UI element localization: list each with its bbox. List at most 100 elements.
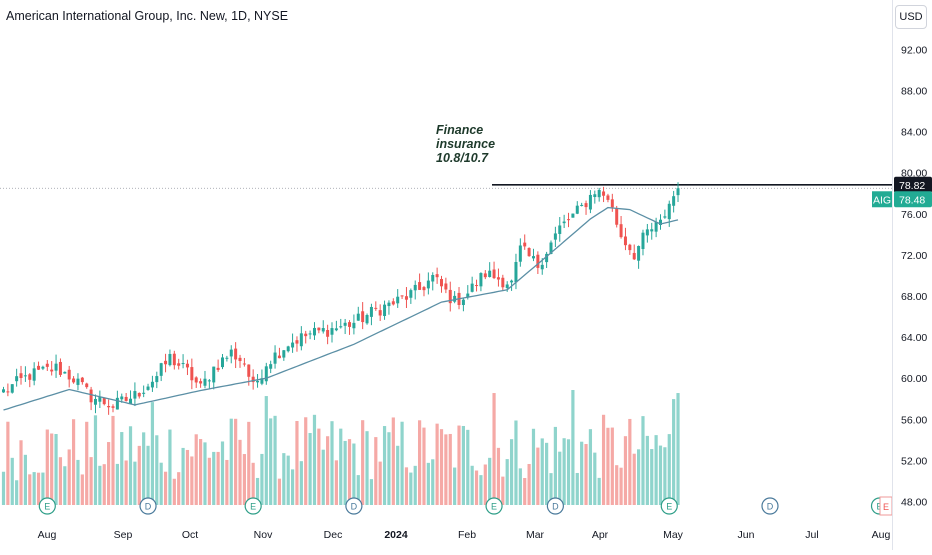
volume-bar bbox=[120, 432, 124, 505]
candle-body bbox=[645, 229, 649, 236]
symbol-label: AIG bbox=[873, 194, 891, 206]
current-price-tag: 78.48 bbox=[894, 191, 932, 208]
candle-body bbox=[339, 326, 343, 328]
candle-body bbox=[159, 363, 163, 376]
candle-body bbox=[479, 273, 483, 287]
volume-bar bbox=[448, 433, 452, 505]
candle-body bbox=[391, 301, 395, 305]
volume-bar bbox=[41, 472, 45, 505]
volume-bar bbox=[641, 416, 645, 505]
volume-bar bbox=[150, 402, 155, 505]
candle-body bbox=[466, 293, 470, 298]
volume-bar bbox=[181, 447, 185, 505]
candle-body bbox=[483, 273, 487, 278]
candle-body bbox=[527, 248, 531, 257]
volume-bar bbox=[439, 429, 444, 505]
candle-body bbox=[185, 363, 189, 368]
volume-bar bbox=[225, 459, 229, 505]
volume-bar bbox=[282, 453, 286, 505]
volume-bar bbox=[667, 434, 671, 505]
candle-body bbox=[518, 245, 522, 262]
candle-body bbox=[571, 213, 575, 218]
candle-body bbox=[584, 203, 588, 208]
volume-bar bbox=[286, 455, 290, 505]
volume-bar bbox=[32, 472, 36, 505]
earnings-marker bbox=[244, 497, 262, 515]
event-letter: D bbox=[552, 502, 559, 512]
volume-bar bbox=[658, 445, 663, 505]
candle-body bbox=[448, 289, 452, 304]
x-tick-label: May bbox=[663, 529, 684, 541]
candle-body bbox=[540, 264, 544, 270]
x-tick-label: Apr bbox=[592, 529, 609, 541]
x-tick-label: Mar bbox=[526, 529, 545, 541]
volume-bar bbox=[299, 461, 303, 505]
y-tick-label: 68.00 bbox=[901, 291, 927, 303]
volume-bar bbox=[575, 472, 579, 505]
volume-bar bbox=[558, 451, 562, 505]
candle-body bbox=[676, 188, 680, 196]
volume-bar bbox=[610, 427, 614, 505]
x-tick-label: 2024 bbox=[384, 529, 408, 541]
volume-bar bbox=[650, 449, 654, 505]
time-axis[interactable]: Aug Sep Oct Nov Dec 2024 Feb Mar Apr May Jun Jul Aug bbox=[0, 520, 892, 550]
candle-body bbox=[580, 204, 584, 206]
candle-body bbox=[304, 333, 308, 337]
volume-bar bbox=[501, 476, 505, 505]
volume-bar bbox=[615, 465, 619, 505]
candle-body bbox=[15, 376, 19, 382]
volume-bar bbox=[98, 465, 102, 505]
currency-button[interactable]: USD bbox=[895, 5, 927, 29]
candle-body bbox=[378, 310, 382, 316]
volume-bar bbox=[308, 433, 312, 505]
candle-body bbox=[501, 277, 505, 288]
candle-body bbox=[374, 307, 378, 309]
y-tick-label: 88.00 bbox=[901, 85, 927, 97]
volume-bar bbox=[536, 447, 540, 505]
candle-body bbox=[194, 377, 198, 383]
candle-body bbox=[431, 274, 435, 282]
volume-bar bbox=[177, 472, 181, 505]
candle-body bbox=[619, 224, 623, 238]
volume-bar bbox=[382, 426, 387, 505]
candle-body bbox=[295, 340, 299, 344]
volume-bar bbox=[93, 415, 98, 505]
candle-body bbox=[150, 381, 154, 388]
candle-body bbox=[291, 342, 295, 348]
candle-body bbox=[242, 363, 246, 365]
volume-bar bbox=[584, 444, 588, 505]
candle-body bbox=[273, 352, 277, 364]
volume-bar bbox=[330, 421, 334, 505]
candle-body bbox=[234, 348, 238, 360]
candle-body bbox=[58, 361, 62, 375]
volume-bar bbox=[374, 437, 378, 505]
volume-bar bbox=[540, 438, 544, 505]
dividend-marker bbox=[345, 497, 363, 515]
candle-body bbox=[623, 236, 627, 246]
y-tick-label: 52.00 bbox=[901, 455, 927, 467]
candle-body bbox=[216, 367, 220, 370]
volume-bar bbox=[619, 467, 623, 505]
x-tick-label: Nov bbox=[254, 529, 273, 541]
candle-body bbox=[352, 322, 356, 329]
volume-bars bbox=[1, 390, 680, 505]
volume-bar bbox=[553, 426, 557, 505]
volume-bar bbox=[466, 429, 470, 505]
candle-body bbox=[264, 366, 268, 382]
candle-body bbox=[321, 328, 325, 332]
volume-bar bbox=[645, 435, 649, 505]
candle-body bbox=[545, 253, 549, 263]
candle-body bbox=[229, 349, 233, 357]
x-tick-label: Jul bbox=[805, 529, 818, 541]
price-axis[interactable]: 92.00 88.00 84.00 80.00 76.00 72.00 68.00 64.00… bbox=[892, 0, 932, 550]
moving-average-line bbox=[3, 206, 679, 411]
volume-bar bbox=[45, 429, 49, 505]
candle-body bbox=[650, 229, 654, 232]
symbol-background bbox=[872, 191, 892, 208]
volume-bar bbox=[352, 443, 356, 505]
candle-body bbox=[343, 322, 347, 326]
x-tick-label: Jun bbox=[738, 529, 755, 541]
